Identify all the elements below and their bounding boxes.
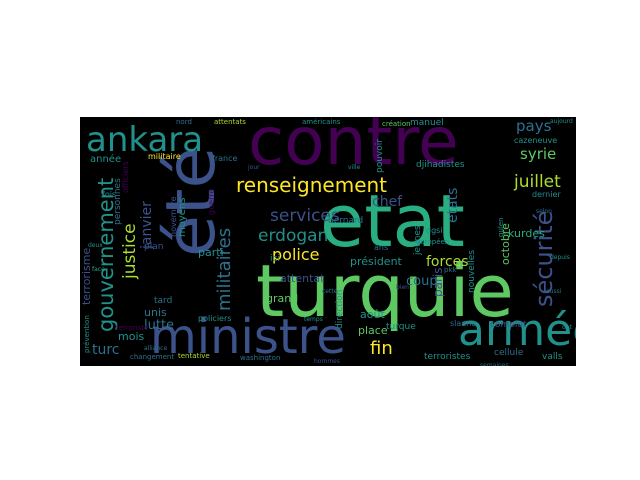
word-gulen: gulen	[497, 217, 505, 237]
word-ont: ont	[562, 324, 572, 331]
word-plan: plan	[144, 242, 164, 252]
word-hommes: hommes	[314, 358, 340, 365]
word-moyens: moyens	[177, 197, 188, 237]
word-cellule: cellule	[494, 348, 524, 358]
word-forces: forces	[426, 254, 469, 270]
word-changement: changement	[130, 353, 175, 361]
word-novembre: novembre	[169, 196, 178, 237]
word-djihadistes: djihadistes	[416, 160, 465, 170]
word-aussi: aussi	[546, 288, 562, 295]
word-dgsi: dgsi	[426, 226, 443, 235]
word-juillet: juillet	[514, 172, 561, 192]
word-valls: valls	[542, 352, 563, 362]
word-cazeneuve: cazeneuve	[514, 136, 558, 145]
word-tard: tard	[154, 296, 173, 306]
word-europeen: européen	[416, 238, 450, 246]
word-semaines: semaines	[480, 362, 509, 367]
word-turquie: turquie	[256, 249, 514, 333]
word-ici: ici	[270, 254, 280, 264]
word-alliance: alliance	[144, 345, 168, 352]
word-place: place	[358, 324, 388, 337]
word-president: président	[350, 255, 402, 268]
word-fin: fin	[370, 338, 393, 359]
word-slaano: slaano	[450, 319, 477, 328]
word-kurdes: kurdes	[508, 227, 545, 240]
word-nouvelles: nouvelles	[467, 249, 477, 293]
word-policiers: policiers	[198, 314, 232, 323]
word-contre: contre	[248, 117, 459, 180]
word-terroristes: terroristes	[424, 352, 471, 362]
word-tentative: tentative	[178, 352, 210, 360]
word-americains: américains	[302, 118, 341, 126]
word-unis: unis	[144, 306, 167, 319]
word-officiers: officiers	[121, 161, 130, 193]
word-services: services	[270, 206, 340, 226]
word-police: police	[272, 245, 320, 264]
word-complot: complot	[490, 320, 527, 330]
word-paris: paris	[431, 267, 445, 298]
word-france: france	[212, 154, 238, 163]
word-ville: ville	[348, 164, 361, 171]
word-turc: turc	[92, 342, 120, 358]
word-washington: washington	[240, 354, 281, 362]
word-manuel: manuel	[410, 118, 444, 128]
word-aujourd: aujourd	[550, 118, 573, 125]
word-turque: turque	[386, 322, 416, 332]
word-armee: armée	[458, 305, 576, 356]
word-terrorisme: terrorisme	[80, 247, 93, 305]
word-creation: création	[382, 120, 411, 128]
word-bien: bien	[396, 284, 409, 291]
word-syrie: syrie	[520, 145, 557, 163]
word-cette: cette	[322, 288, 338, 295]
word-ankara: ankara	[86, 120, 204, 160]
word-jour: jour	[248, 164, 260, 171]
word-bernard: bernard	[328, 216, 364, 226]
word-mois: mois	[118, 330, 145, 343]
word-pouvoir: pouvoir	[375, 139, 385, 173]
word-pkk: pkk	[444, 266, 457, 274]
word-attentats: attentats	[214, 118, 246, 126]
word-erdogan: erdogan	[258, 226, 329, 246]
word-nord: nord	[176, 118, 192, 126]
word-parti: parti	[198, 246, 224, 259]
word-attentat: attentat	[280, 272, 325, 285]
word-militaire: militaire	[148, 152, 181, 161]
word-direction: direction	[335, 289, 345, 329]
word-etats: etats	[445, 187, 461, 223]
word-militaires: militaires	[214, 227, 235, 311]
word-chef: chef	[372, 194, 403, 210]
word-prevention: prévention	[83, 315, 91, 353]
word-lutte: lutte	[144, 318, 175, 333]
word-fois: fois	[102, 190, 117, 199]
word-etat: etat	[320, 179, 465, 263]
word-renseignement: renseignement	[236, 173, 388, 197]
word-grand: grand	[266, 292, 299, 305]
word-cloud: contre etat turquie été ministre armée a…	[80, 117, 576, 366]
word-ministre: ministre	[150, 309, 346, 365]
word-justice: justice	[120, 223, 140, 279]
word-selon: selon	[536, 208, 552, 215]
word-ans: ans	[374, 243, 389, 252]
word-temps: temps	[304, 316, 323, 323]
word-deux: deux	[88, 242, 103, 249]
word-terroriste: terroriste	[116, 324, 149, 332]
word-pays: pays	[516, 117, 552, 135]
word-coup: coup	[406, 274, 438, 289]
word-face: face	[92, 266, 105, 273]
word-dernier: dernier	[532, 190, 561, 199]
word-annee: année	[90, 154, 122, 165]
word-aout: août	[360, 308, 385, 321]
word-depuis: depuis	[550, 254, 570, 261]
word-guerre: guerre	[207, 188, 216, 215]
